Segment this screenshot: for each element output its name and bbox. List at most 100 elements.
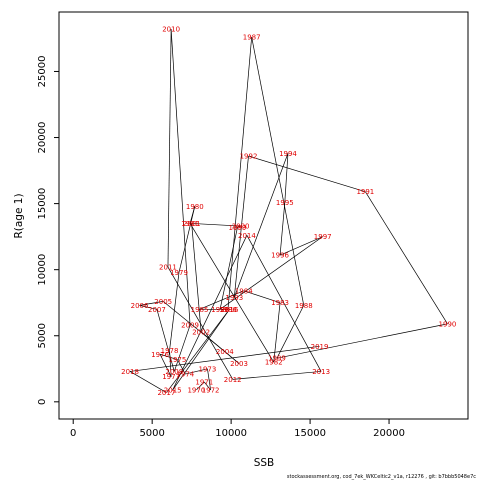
y-tick-label: 25000 xyxy=(37,56,48,88)
y-tick-label: 15000 xyxy=(37,188,48,220)
segment-1992-1993 xyxy=(233,156,249,298)
point-label-2012: 2012 xyxy=(224,376,242,384)
segment-1994-1995 xyxy=(284,153,289,203)
segment-1973-1974 xyxy=(185,368,208,375)
segment-1981-1982 xyxy=(189,223,275,363)
point-label-1972: 1972 xyxy=(202,386,220,394)
point-label-2001: 2001 xyxy=(183,220,201,228)
plot-frame xyxy=(58,11,469,420)
segment-2017-2018 xyxy=(129,371,167,393)
point-label-2010: 2010 xyxy=(162,26,180,34)
segment-1989-1990 xyxy=(276,323,448,359)
point-label-1979: 1979 xyxy=(170,269,188,277)
segment-1979-1980 xyxy=(178,206,196,273)
segment-1980-1981 xyxy=(189,206,196,224)
segment-2015-2016 xyxy=(172,309,230,391)
segment-2000-2001 xyxy=(191,223,241,227)
point-label-1990: 1990 xyxy=(439,320,457,328)
point-label-1996: 1996 xyxy=(271,252,289,260)
segment-1970-1971 xyxy=(196,381,205,391)
point-label-2003: 2003 xyxy=(230,360,248,368)
point-label-1989: 1989 xyxy=(268,355,286,363)
point-label-2011: 2011 xyxy=(159,264,177,272)
y-tick-label: 20000 xyxy=(37,122,48,154)
point-label-1978: 1978 xyxy=(161,347,179,355)
segment-1998-1999 xyxy=(219,227,238,310)
segment-1978-1979 xyxy=(169,272,180,351)
point-label-1985: 1985 xyxy=(191,306,209,314)
segment-2018-2019 xyxy=(130,345,320,372)
point-label-1992: 1992 xyxy=(240,153,258,161)
segment-2013-2014 xyxy=(246,235,322,372)
point-label-2013: 2013 xyxy=(312,368,330,376)
point-label-1995: 1995 xyxy=(276,199,294,207)
point-label-1988: 1988 xyxy=(295,302,313,310)
segment-2007-2008 xyxy=(156,309,175,372)
segment-1997-1998 xyxy=(219,236,323,310)
point-label-1984: 1984 xyxy=(235,287,253,295)
point-label-2015: 2015 xyxy=(164,386,182,394)
x-tick-label: 15000 xyxy=(294,428,326,439)
y-axis-label: R(age 1) xyxy=(13,193,25,238)
segment-1986-1987 xyxy=(227,37,253,310)
segment-2016-2017 xyxy=(166,309,230,393)
point-label-2002: 2002 xyxy=(192,328,210,336)
segment-1988-1989 xyxy=(276,305,305,359)
y-tick-label: 0 xyxy=(37,399,48,405)
point-label-1970: 1970 xyxy=(187,386,205,394)
point-label-2018: 2018 xyxy=(121,368,139,376)
point-label-1971: 1971 xyxy=(195,379,213,387)
segment-1996-1997 xyxy=(279,236,323,256)
x-tick-label: 0 xyxy=(70,428,76,439)
point-label-1973: 1973 xyxy=(199,365,217,373)
point-label-1991: 1991 xyxy=(356,188,374,196)
segment-1995-1996 xyxy=(279,202,286,256)
segment-1991-1992 xyxy=(248,155,366,193)
point-label-1986: 1986 xyxy=(219,306,237,314)
point-label-1993: 1993 xyxy=(225,294,243,302)
point-label-1977: 1977 xyxy=(162,373,180,381)
segment-2006-2007 xyxy=(139,305,157,310)
point-label-1980: 1980 xyxy=(186,203,204,211)
segment-1974-1975 xyxy=(177,359,186,375)
point-label-1983: 1983 xyxy=(271,299,289,307)
point-label-1997: 1997 xyxy=(314,233,332,241)
point-label-1998: 1998 xyxy=(211,306,229,314)
y-tick-label: 10000 xyxy=(37,254,48,286)
segment-1993-1994 xyxy=(233,153,289,298)
y-axis: 0 5000 10000 15000 20000 25000 xyxy=(37,56,59,405)
point-label-1976: 1976 xyxy=(151,351,169,359)
point-label-2007: 2007 xyxy=(148,306,166,314)
point-label-1975: 1975 xyxy=(169,356,187,364)
segment-2005-2006 xyxy=(139,301,164,306)
point-label-2017: 2017 xyxy=(157,389,175,397)
point-label-1981: 1981 xyxy=(181,220,199,228)
segment-2008-2009 xyxy=(173,325,191,372)
y-tick-label: 5000 xyxy=(37,323,48,348)
segment-1972-1973 xyxy=(207,368,211,390)
point-label-2014: 2014 xyxy=(238,232,256,240)
x-axis-label: SSB xyxy=(254,457,275,469)
segment-1983-1984 xyxy=(243,290,281,304)
segment-1971-1972 xyxy=(204,381,211,391)
segment-2004-2005 xyxy=(163,301,226,352)
x-tick-label: 20000 xyxy=(373,428,405,439)
point-label-1987: 1987 xyxy=(243,34,261,42)
segment-1984-1985 xyxy=(199,290,244,310)
x-axis: 0 5000 10000 15000 20000 xyxy=(70,419,405,439)
point-label-1999: 1999 xyxy=(229,224,247,232)
segment-2003-2004 xyxy=(224,351,240,364)
segment-2001-2002 xyxy=(191,223,202,332)
series-path xyxy=(129,29,448,393)
x-tick-label: 5000 xyxy=(139,428,164,439)
point-label-2004: 2004 xyxy=(216,348,234,356)
segment-2012-2013 xyxy=(232,371,322,380)
x-tick-label: 10000 xyxy=(215,428,247,439)
segment-1976-1977 xyxy=(159,354,172,377)
point-label-1974: 1974 xyxy=(176,371,194,379)
point-label-2005: 2005 xyxy=(154,298,172,306)
point-label-1982: 1982 xyxy=(265,359,283,367)
point-label-2000: 2000 xyxy=(232,223,250,231)
